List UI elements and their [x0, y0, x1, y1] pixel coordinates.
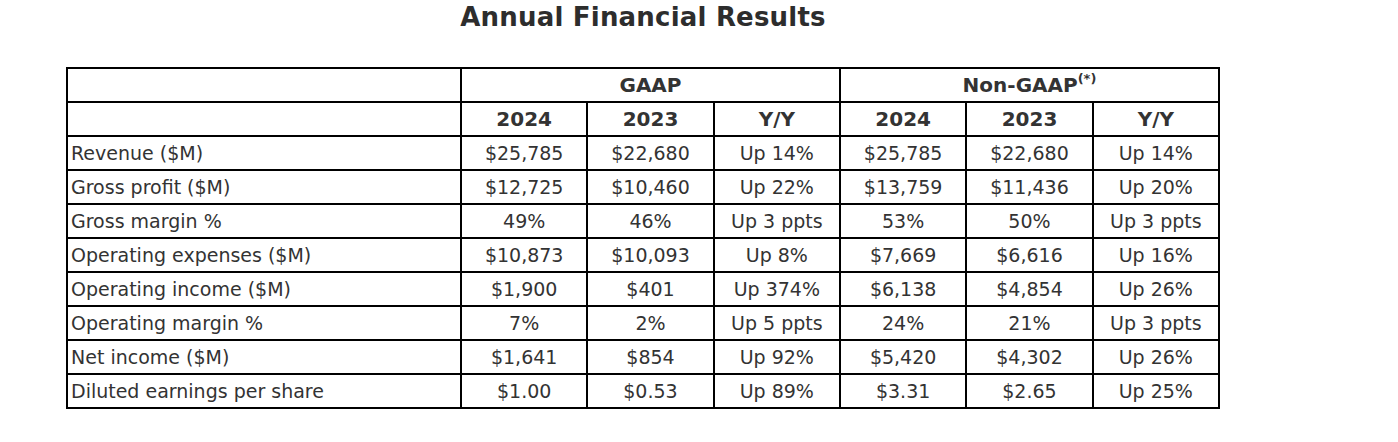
value-cell: Up 3 ppts: [714, 204, 840, 238]
value-cell: 7%: [461, 306, 587, 340]
gaap-2023-header: 2023: [587, 102, 713, 136]
non-gaap-yy-header: Y/Y: [1093, 102, 1219, 136]
row-label: Operating expenses ($M): [67, 238, 461, 272]
value-cell: Up 26%: [1093, 340, 1219, 374]
value-cell: Up 3 ppts: [1093, 204, 1219, 238]
value-cell: $401: [587, 272, 713, 306]
value-cell: 2%: [587, 306, 713, 340]
non-gaap-group-label: Non-GAAP: [963, 73, 1078, 97]
row-label: Operating margin %: [67, 306, 461, 340]
gaap-group-label: GAAP: [619, 73, 681, 97]
table-row-operating-expenses: Operating expenses ($M) $10,873 $10,093 …: [67, 238, 1219, 272]
value-cell: Up 14%: [714, 136, 840, 170]
value-cell: 46%: [587, 204, 713, 238]
value-cell: $13,759: [840, 170, 966, 204]
value-cell: 21%: [966, 306, 1092, 340]
empty-corner-cell: [67, 102, 461, 136]
non-gaap-2023-header: 2023: [966, 102, 1092, 136]
page-title: Annual Financial Results: [66, 2, 1220, 32]
value-cell: Up 5 ppts: [714, 306, 840, 340]
value-cell: $854: [587, 340, 713, 374]
table-row-gross-margin: Gross margin % 49% 46% Up 3 ppts 53% 50%…: [67, 204, 1219, 238]
table-row-net-income: Net income ($M) $1,641 $854 Up 92% $5,42…: [67, 340, 1219, 374]
value-cell: 50%: [966, 204, 1092, 238]
value-cell: 53%: [840, 204, 966, 238]
group-header-row: GAAP Non-GAAP(*): [67, 68, 1219, 102]
table-row-gross-profit: Gross profit ($M) $12,725 $10,460 Up 22%…: [67, 170, 1219, 204]
value-cell: 24%: [840, 306, 966, 340]
row-label: Operating income ($M): [67, 272, 461, 306]
value-cell: $0.53: [587, 374, 713, 408]
value-cell: 49%: [461, 204, 587, 238]
row-label: Revenue ($M): [67, 136, 461, 170]
value-cell: $2.65: [966, 374, 1092, 408]
value-cell: $22,680: [966, 136, 1092, 170]
row-label: Gross margin %: [67, 204, 461, 238]
content-area: Annual Financial Results GAAP Non-GAAP(*…: [66, 0, 1220, 409]
value-cell: Up 22%: [714, 170, 840, 204]
value-cell: $5,420: [840, 340, 966, 374]
table-row-operating-margin: Operating margin % 7% 2% Up 5 ppts 24% 2…: [67, 306, 1219, 340]
value-cell: Up 14%: [1093, 136, 1219, 170]
value-cell: $10,093: [587, 238, 713, 272]
value-cell: $6,138: [840, 272, 966, 306]
value-cell: Up 26%: [1093, 272, 1219, 306]
value-cell: Up 89%: [714, 374, 840, 408]
non-gaap-footnote-marker: (*): [1078, 71, 1097, 86]
value-cell: $22,680: [587, 136, 713, 170]
value-cell: $1,641: [461, 340, 587, 374]
value-cell: Up 16%: [1093, 238, 1219, 272]
row-label: Net income ($M): [67, 340, 461, 374]
table-row-revenue: Revenue ($M) $25,785 $22,680 Up 14% $25,…: [67, 136, 1219, 170]
gaap-group-header: GAAP: [461, 68, 840, 102]
value-cell: $25,785: [461, 136, 587, 170]
table-row-operating-income: Operating income ($M) $1,900 $401 Up 374…: [67, 272, 1219, 306]
non-gaap-group-header: Non-GAAP(*): [840, 68, 1219, 102]
value-cell: $1,900: [461, 272, 587, 306]
value-cell: $25,785: [840, 136, 966, 170]
empty-corner-cell: [67, 68, 461, 102]
value-cell: Up 8%: [714, 238, 840, 272]
value-cell: $4,302: [966, 340, 1092, 374]
table-body: Revenue ($M) $25,785 $22,680 Up 14% $25,…: [67, 136, 1219, 408]
value-cell: $1.00: [461, 374, 587, 408]
value-cell: Up 92%: [714, 340, 840, 374]
value-cell: $7,669: [840, 238, 966, 272]
table-header: GAAP Non-GAAP(*) 2024 2023 Y/Y 2024 2023…: [67, 68, 1219, 136]
year-header-row: 2024 2023 Y/Y 2024 2023 Y/Y: [67, 102, 1219, 136]
row-label: Diluted earnings per share: [67, 374, 461, 408]
non-gaap-2024-header: 2024: [840, 102, 966, 136]
value-cell: Up 3 ppts: [1093, 306, 1219, 340]
value-cell: $12,725: [461, 170, 587, 204]
annual-financial-results-table: GAAP Non-GAAP(*) 2024 2023 Y/Y 2024 2023…: [66, 67, 1220, 409]
value-cell: Up 374%: [714, 272, 840, 306]
value-cell: Up 20%: [1093, 170, 1219, 204]
gaap-yy-header: Y/Y: [714, 102, 840, 136]
value-cell: $10,873: [461, 238, 587, 272]
value-cell: $6,616: [966, 238, 1092, 272]
value-cell: $4,854: [966, 272, 1092, 306]
table-row-diluted-eps: Diluted earnings per share $1.00 $0.53 U…: [67, 374, 1219, 408]
value-cell: Up 25%: [1093, 374, 1219, 408]
row-label: Gross profit ($M): [67, 170, 461, 204]
value-cell: $3.31: [840, 374, 966, 408]
value-cell: $11,436: [966, 170, 1092, 204]
gaap-2024-header: 2024: [461, 102, 587, 136]
value-cell: $10,460: [587, 170, 713, 204]
